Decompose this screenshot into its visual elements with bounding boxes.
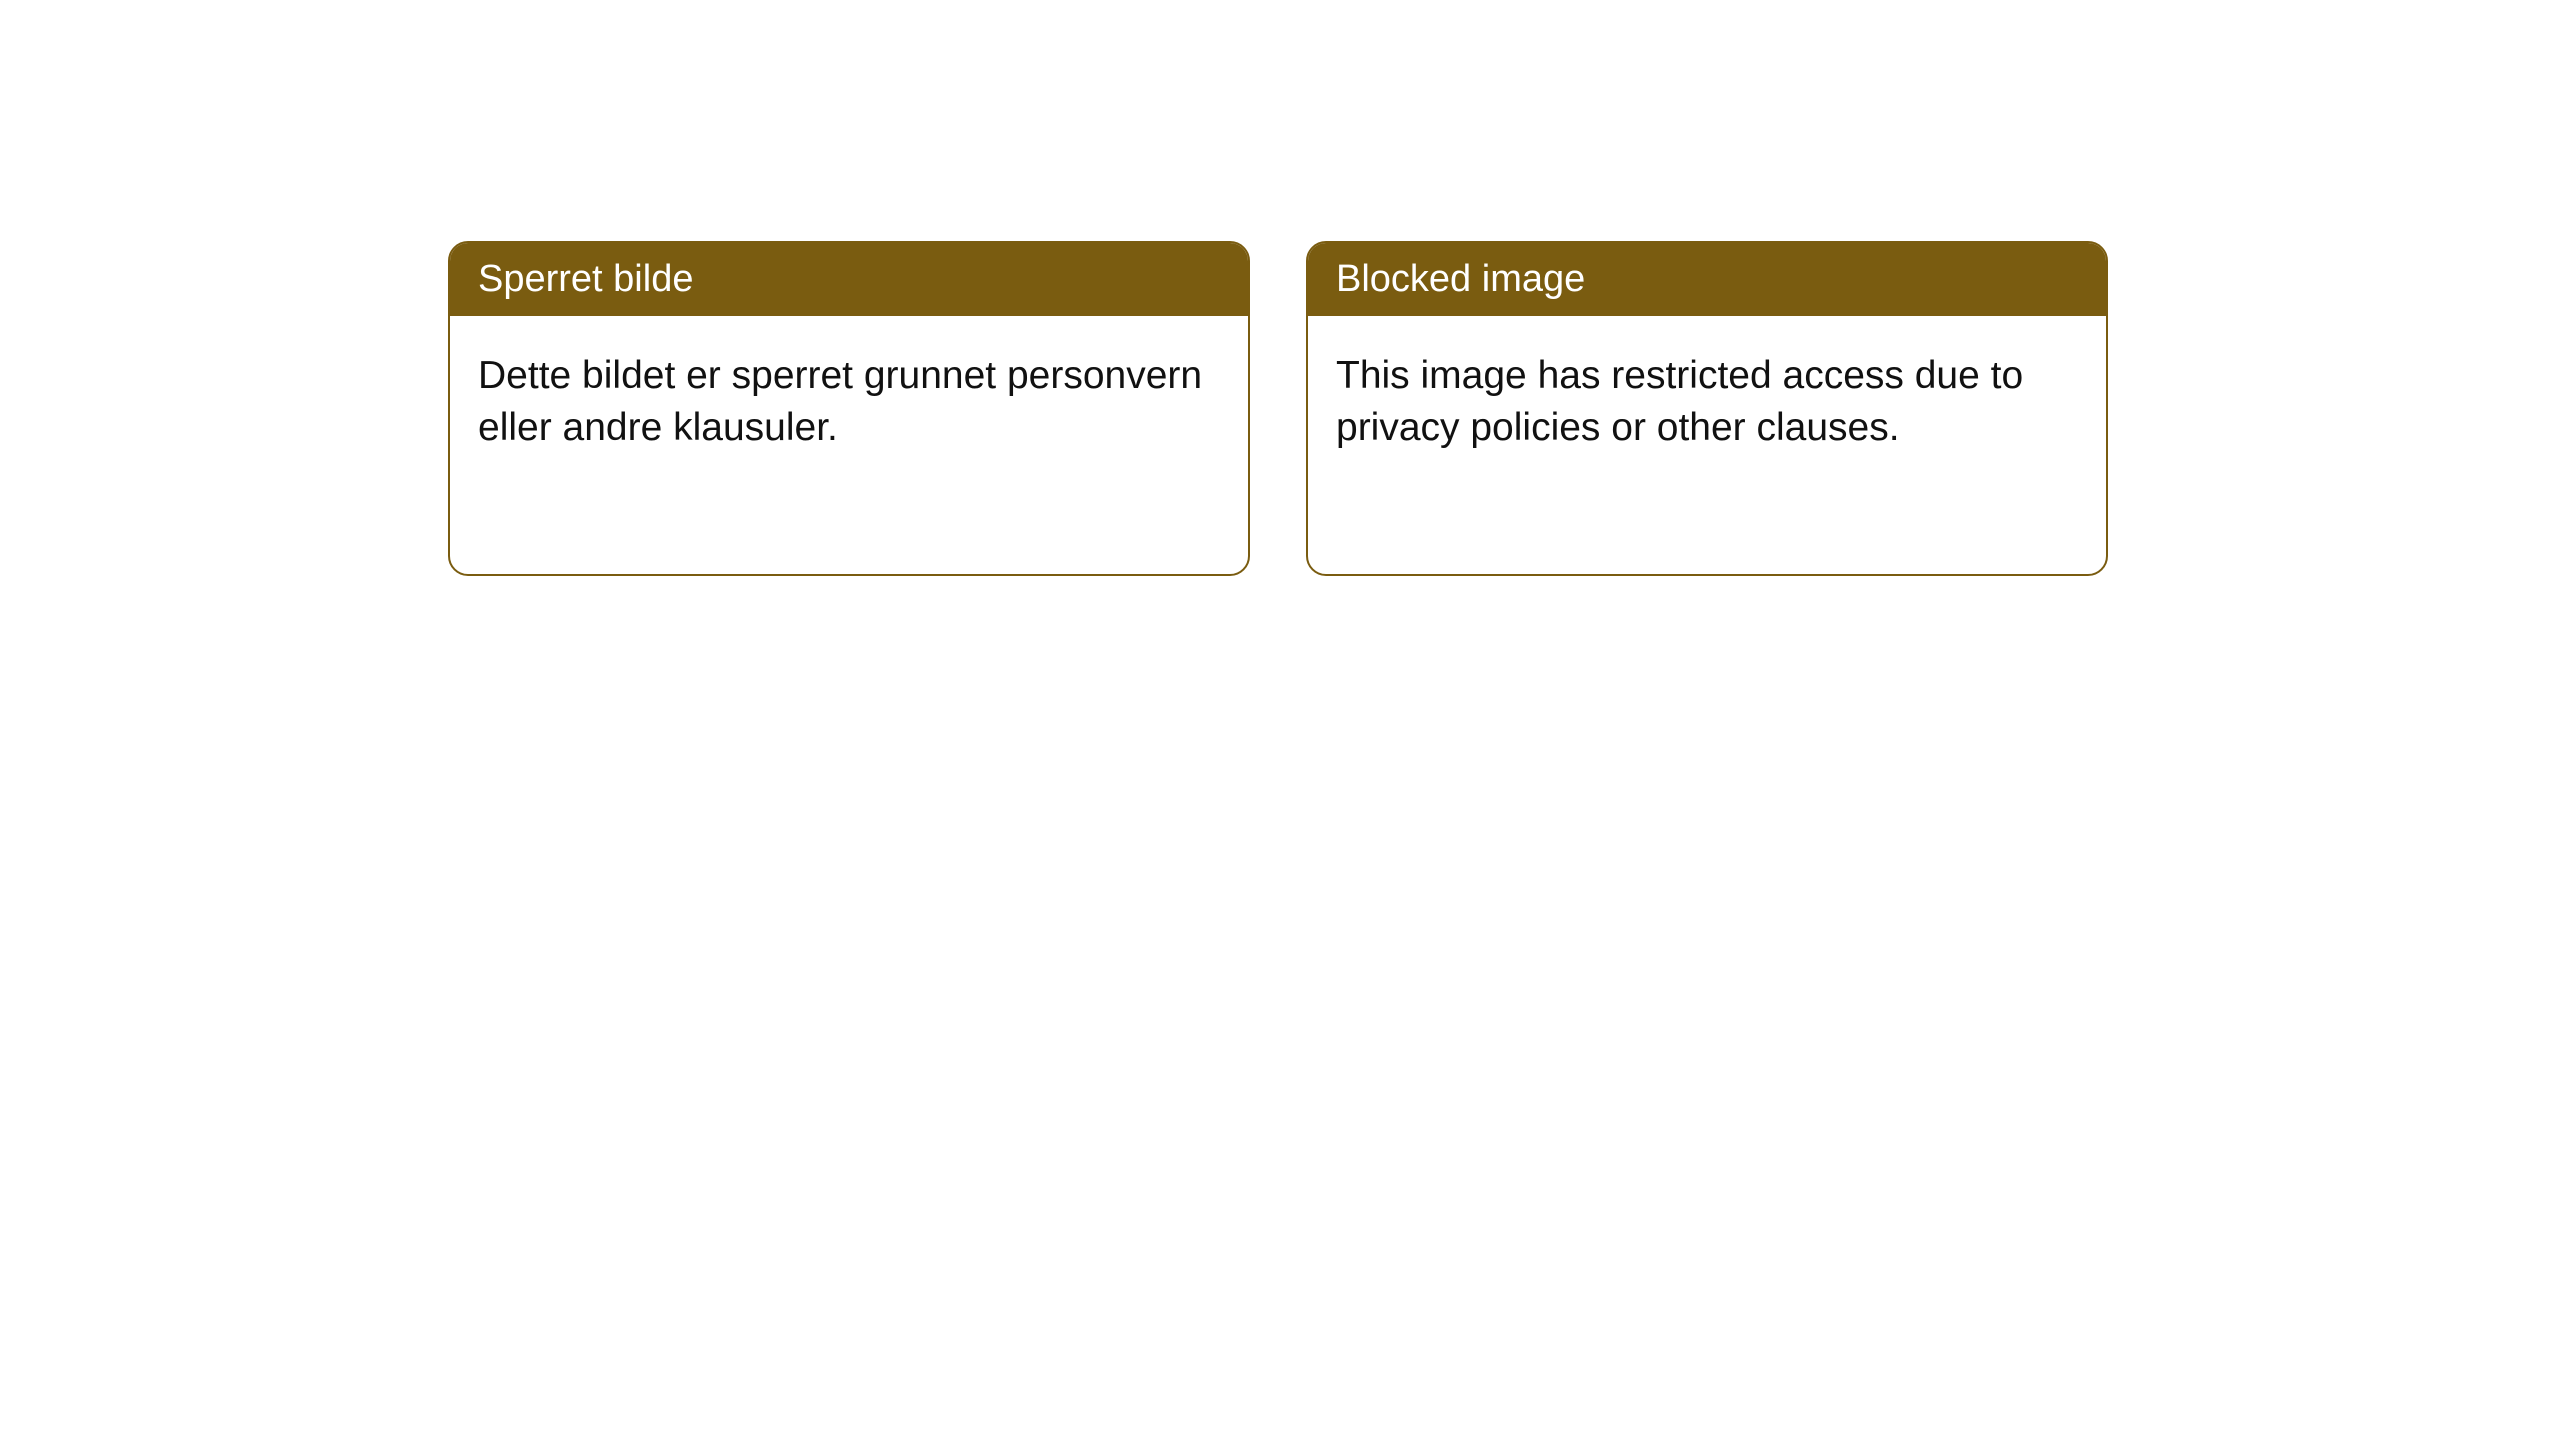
notice-container: Sperret bilde Dette bildet er sperret gr…: [0, 0, 2560, 576]
notice-header-norwegian: Sperret bilde: [450, 243, 1248, 316]
notice-body-norwegian: Dette bildet er sperret grunnet personve…: [450, 316, 1248, 488]
notice-card-norwegian: Sperret bilde Dette bildet er sperret gr…: [448, 241, 1250, 576]
notice-header-english: Blocked image: [1308, 243, 2106, 316]
notice-body-english: This image has restricted access due to …: [1308, 316, 2106, 488]
notice-card-english: Blocked image This image has restricted …: [1306, 241, 2108, 576]
